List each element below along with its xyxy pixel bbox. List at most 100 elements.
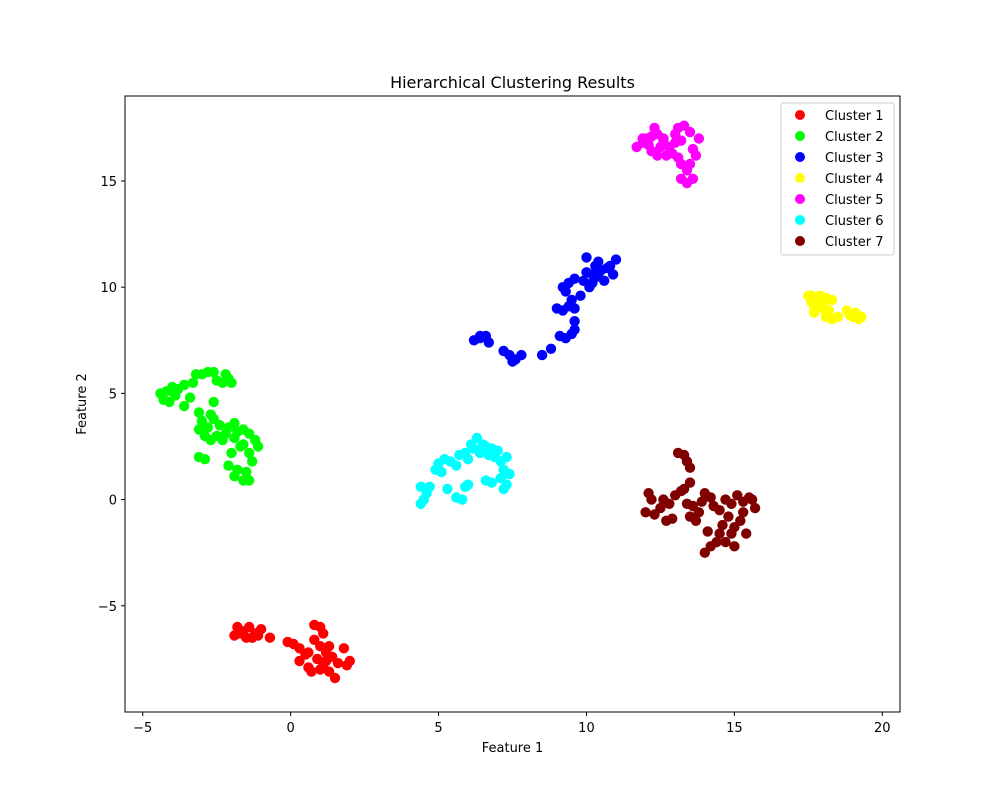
data-point: [462, 479, 474, 490]
data-point: [226, 377, 237, 388]
x-axis-ticks: −5 0 5 10 15 20: [133, 712, 891, 736]
data-point: [504, 468, 515, 480]
data-point: [170, 390, 181, 401]
data-point: [323, 641, 335, 652]
legend-label: Cluster 5: [825, 193, 884, 208]
legend: Cluster 1 Cluster 2 Cluster 3 Cluster 4 Clus…: [780, 102, 895, 256]
data-point: [817, 303, 829, 314]
data-point: [516, 349, 527, 361]
data-point: [655, 502, 666, 514]
x-tick-label: 20: [874, 721, 891, 736]
legend-marker: [795, 173, 805, 183]
series-1: [229, 619, 355, 684]
data-point: [569, 324, 580, 335]
legend-marker: [795, 152, 805, 162]
x-tick-label: 5: [434, 721, 442, 736]
data-point: [581, 252, 592, 263]
legend-frame: [780, 102, 895, 256]
y-tick-label: 10: [100, 281, 117, 296]
data-point: [738, 507, 749, 518]
data-point: [252, 441, 264, 452]
data-point: [806, 290, 817, 301]
data-point: [457, 494, 468, 505]
data-point: [749, 502, 761, 514]
data-point: [652, 150, 663, 161]
data-point: [661, 150, 672, 161]
legend-item: Cluster 4: [795, 172, 884, 187]
legend-marker: [795, 110, 805, 120]
data-point: [341, 660, 353, 671]
series-3: [468, 252, 622, 367]
data-point: [832, 311, 844, 323]
series-6: [415, 432, 515, 509]
data-point: [247, 456, 258, 467]
data-point: [462, 454, 474, 465]
data-point: [746, 494, 758, 505]
data-point: [483, 337, 494, 348]
x-tick-label: −5: [133, 721, 152, 736]
data-point: [495, 473, 506, 484]
data-point: [320, 655, 332, 667]
data-point: [199, 454, 211, 465]
data-point: [424, 481, 435, 492]
series-5: [631, 120, 705, 189]
y-tick-label: 15: [100, 175, 117, 190]
data-point: [693, 507, 705, 518]
data-point: [699, 547, 710, 558]
data-point: [714, 505, 725, 516]
data-point: [566, 294, 577, 306]
legend-item: Cluster 3: [795, 151, 884, 166]
data-point: [593, 271, 604, 282]
legend-label: Cluster 3: [825, 151, 884, 166]
data-point: [303, 647, 314, 658]
data-point: [729, 541, 740, 552]
data-point: [687, 143, 699, 155]
y-tick-label: 5: [109, 387, 117, 402]
data-point: [687, 173, 699, 184]
data-point: [184, 392, 196, 403]
data-point: [235, 441, 246, 452]
data-point: [809, 307, 820, 318]
data-point: [593, 256, 604, 267]
y-tick-label: 0: [109, 494, 117, 509]
y-axis-ticks: −5 0 5 10 15: [98, 175, 125, 615]
data-point: [229, 417, 240, 429]
data-point: [264, 632, 276, 643]
legend-marker: [795, 215, 805, 225]
data-point: [244, 475, 255, 486]
data-point: [179, 379, 190, 391]
data-point: [480, 475, 492, 486]
data-point: [610, 254, 622, 265]
legend-item: Cluster 1: [795, 109, 884, 124]
series-2: [155, 366, 264, 486]
data-point: [492, 445, 503, 456]
data-point: [675, 485, 687, 497]
data-point: [684, 158, 696, 170]
data-point: [208, 396, 219, 408]
data-point: [536, 349, 548, 361]
y-tick-label: −5: [98, 600, 117, 615]
data-point: [726, 498, 737, 509]
points-layer: [155, 120, 867, 684]
data-point: [705, 492, 716, 503]
data-point: [244, 447, 255, 459]
data-point: [607, 269, 619, 280]
x-tick-label: 0: [287, 721, 295, 736]
legend-marker: [795, 236, 805, 246]
x-tick-label: 15: [726, 721, 743, 736]
data-point: [684, 462, 696, 473]
data-point: [702, 526, 713, 537]
legend-label: Cluster 7: [825, 235, 884, 250]
legend-marker: [795, 131, 805, 141]
data-point: [294, 655, 305, 667]
data-point: [726, 528, 737, 539]
legend-item: Cluster 2: [795, 130, 884, 145]
x-axis-label: Feature 1: [482, 741, 544, 756]
data-point: [315, 664, 326, 675]
series-7: [640, 447, 761, 558]
data-point: [646, 494, 657, 505]
data-point: [714, 528, 725, 539]
data-point: [332, 657, 344, 669]
data-point: [557, 282, 568, 293]
